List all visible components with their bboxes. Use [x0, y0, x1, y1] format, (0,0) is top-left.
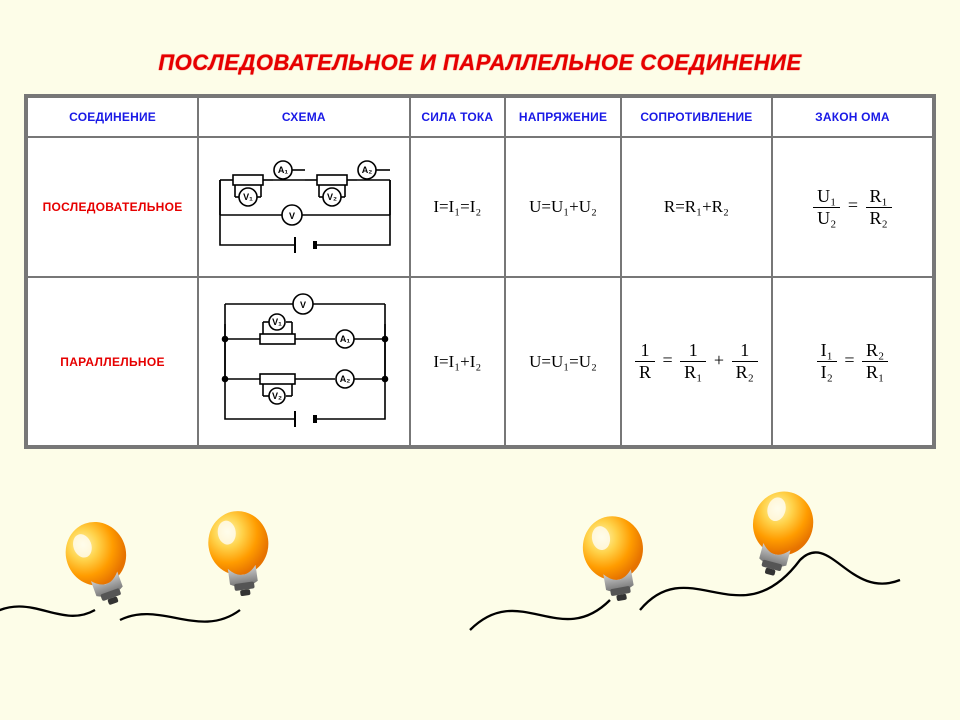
svg-text:A₁: A₁: [278, 165, 288, 175]
svg-text:A₁: A₁: [340, 334, 350, 344]
svg-text:V₁: V₁: [243, 192, 253, 202]
row-parallel-voltage: U=U₁=U₂: [505, 277, 621, 446]
th-resistance: СОПРОТИВЛЕНИЕ: [621, 97, 772, 137]
row-parallel-current: I=I₁+I₂: [410, 277, 506, 446]
th-schematic: СХЕМА: [198, 97, 409, 137]
svg-text:V₂: V₂: [272, 391, 282, 401]
row-series-ohm: U₁U₂ = R₁R₂: [772, 137, 933, 277]
row-parallel-schematic: V V₁ V₂ A₁ A₂: [198, 277, 409, 446]
page-title: ПОСЛЕДОВАТЕЛЬНОЕ И ПАРАЛЛЕЛЬНОЕ СОЕДИНЕН…: [0, 50, 960, 76]
svg-text:V₂: V₂: [327, 192, 337, 202]
row-series-schematic: A₁ A₂ V₁ V₂ V: [198, 137, 409, 277]
th-voltage: НАПРЯЖЕНИЕ: [505, 97, 621, 137]
th-ohm: ЗАКОН ОМА: [772, 97, 933, 137]
row-series-voltage: U=U₁+U₂: [505, 137, 621, 277]
svg-text:V: V: [300, 300, 306, 310]
row-series-resistance: R=R₁+R₂: [621, 137, 772, 277]
bulb-decoration: [0, 490, 960, 640]
row-parallel-ohm: I₁I₂ = R₂R₁: [772, 277, 933, 446]
th-current: СИЛА ТОКА: [410, 97, 506, 137]
row-series-current: I=I₁=I₂: [410, 137, 506, 277]
svg-text:V₁: V₁: [272, 317, 282, 327]
th-connection: СОЕДИНЕНИЕ: [27, 97, 198, 137]
row-parallel-label: ПАРАЛЛЕЛЬНОЕ: [27, 277, 198, 446]
comparison-table: СОЕДИНЕНИЕ СХЕМА СИЛА ТОКА НАПРЯЖЕНИЕ СО…: [24, 94, 936, 449]
svg-text:A₂: A₂: [340, 374, 351, 384]
bulb-icon: [193, 495, 288, 615]
row-parallel-resistance: 1R = 1R₁ + 1R₂: [621, 277, 772, 446]
svg-text:V: V: [289, 211, 295, 221]
svg-text:A₂: A₂: [362, 165, 373, 175]
row-series-label: ПОСЛЕДОВАТЕЛЬНОЕ: [27, 137, 198, 277]
